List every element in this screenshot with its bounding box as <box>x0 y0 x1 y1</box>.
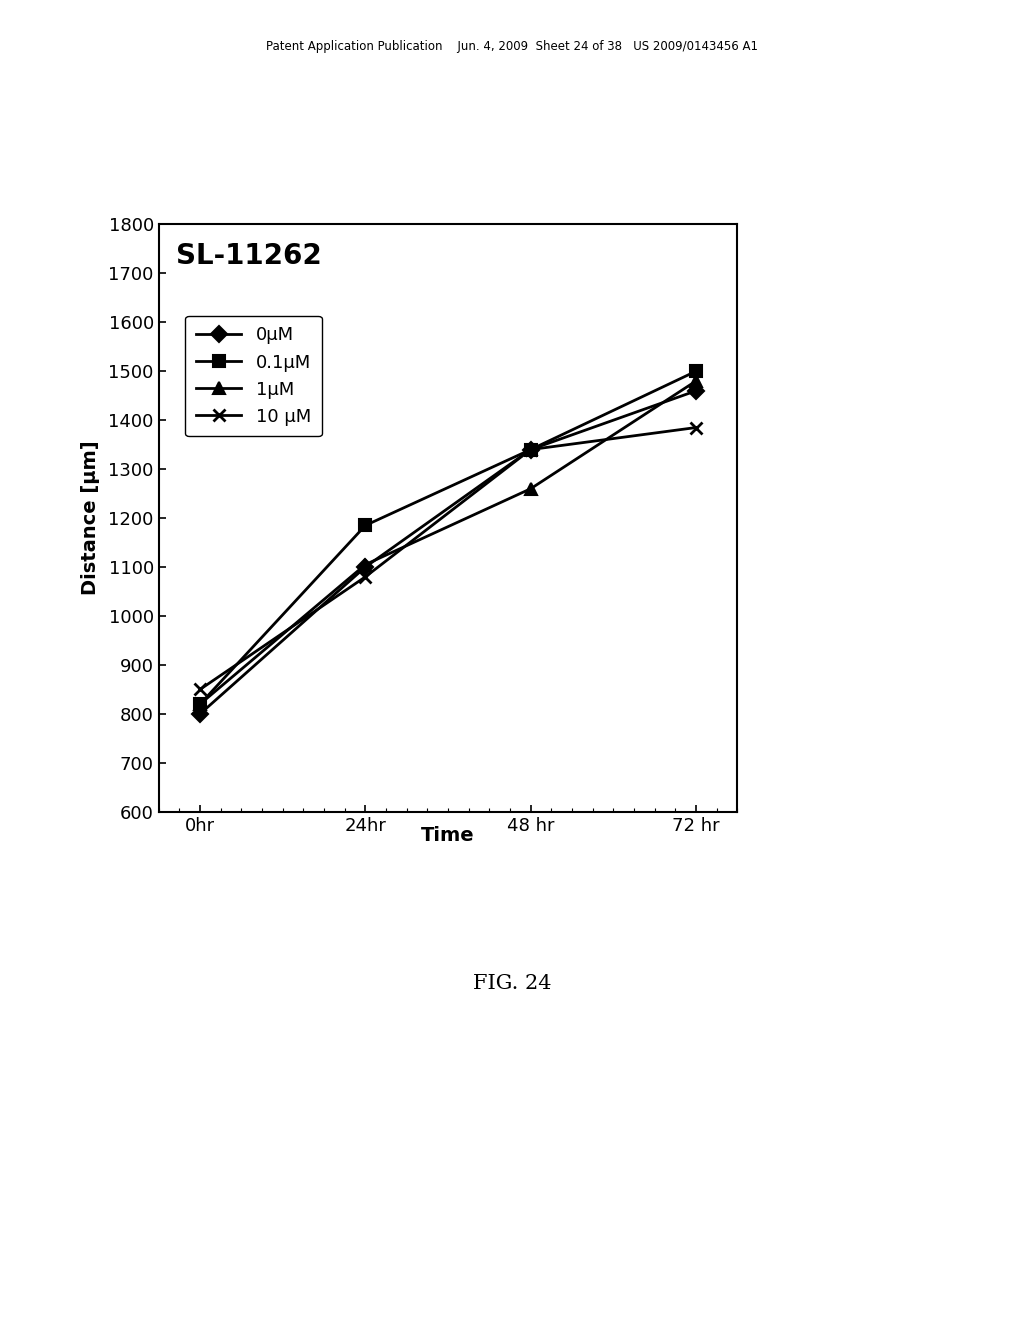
1μM <box>690 374 702 389</box>
Legend: 0μM, 0.1μM, 1μM, 10 μM: 0μM, 0.1μM, 1μM, 10 μM <box>185 315 322 437</box>
Line: 0μM: 0μM <box>195 385 701 719</box>
0.1μM <box>524 442 537 458</box>
1μM <box>524 480 537 496</box>
10 μM <box>359 569 372 585</box>
1μM <box>194 696 206 711</box>
Line: 0.1μM: 0.1μM <box>195 366 701 710</box>
Line: 10 μM: 10 μM <box>195 422 701 696</box>
Text: Patent Application Publication    Jun. 4, 2009  Sheet 24 of 38   US 2009/0143456: Patent Application Publication Jun. 4, 2… <box>266 40 758 53</box>
1μM <box>359 557 372 573</box>
0μM <box>359 560 372 576</box>
10 μM <box>690 420 702 436</box>
0μM <box>194 706 206 722</box>
0μM <box>524 442 537 458</box>
Line: 1μM: 1μM <box>195 375 701 710</box>
Text: SL-11262: SL-11262 <box>176 242 322 271</box>
10 μM <box>524 442 537 458</box>
Y-axis label: Distance [μm]: Distance [μm] <box>81 441 100 595</box>
0.1μM <box>690 363 702 379</box>
0μM <box>690 383 702 399</box>
Text: FIG. 24: FIG. 24 <box>473 974 551 993</box>
10 μM <box>194 681 206 697</box>
Text: Time: Time <box>421 826 475 846</box>
0.1μM <box>359 517 372 533</box>
0.1μM <box>194 696 206 711</box>
